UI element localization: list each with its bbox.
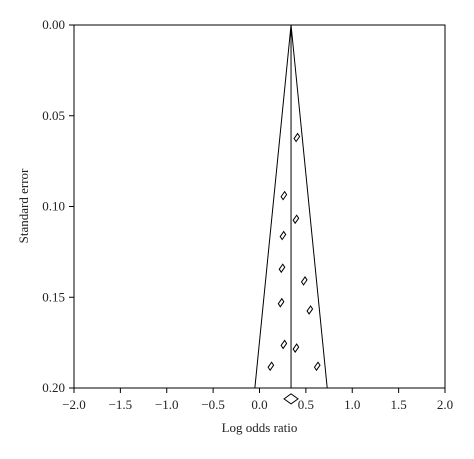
pooled-diamond (283, 393, 299, 405)
x-tick-label: −0.5 (201, 397, 225, 412)
y-tick-label: 0.10 (42, 199, 65, 214)
y-tick-label: 0.00 (42, 17, 65, 32)
x-tick-label: −1.0 (155, 397, 179, 412)
y-tick-label: 0.20 (42, 380, 65, 395)
study-point (267, 361, 275, 372)
x-tick-label: 0.0 (251, 397, 267, 412)
study-point (292, 343, 300, 353)
study-point (300, 276, 308, 286)
study-point (280, 339, 288, 350)
study-point (280, 190, 288, 201)
plot-frame (73, 24, 446, 389)
x-tick-label: 0.5 (298, 397, 314, 412)
x-tick-label: 1.5 (391, 397, 407, 412)
study-point (292, 214, 300, 225)
x-tick-label: 1.0 (344, 397, 360, 412)
study-point (313, 361, 321, 372)
y-tick-label: 0.05 (42, 108, 65, 123)
study-point (278, 263, 286, 274)
y-tick-label: 0.15 (42, 289, 65, 304)
x-tick-label: −2.0 (62, 397, 86, 412)
study-point (306, 305, 314, 315)
study-point (293, 132, 301, 143)
x-tick-label: −1.5 (109, 397, 133, 412)
study-point (279, 230, 287, 241)
x-axis-label: Log odds ratio (222, 420, 298, 435)
x-tick-label: 2.0 (437, 397, 453, 412)
y-axis-label: Standard error (16, 168, 31, 243)
study-point (277, 297, 285, 308)
